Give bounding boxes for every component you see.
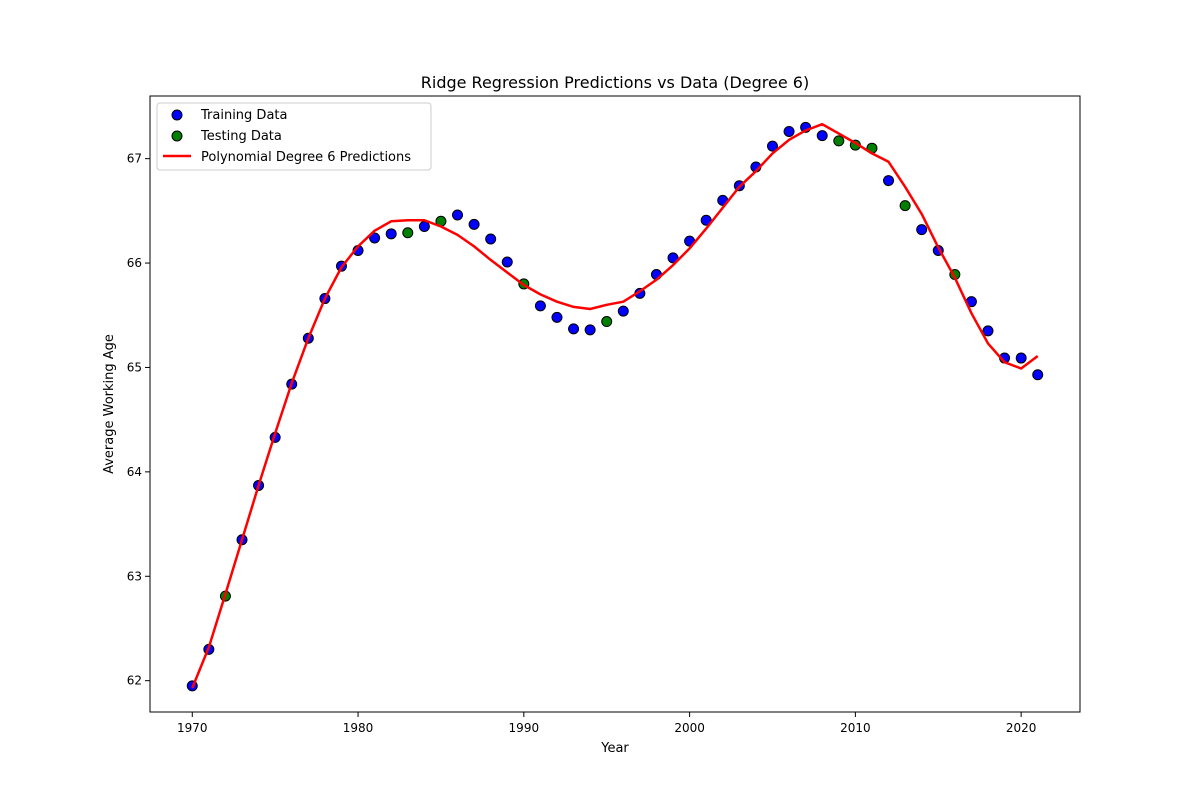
training-point [982,325,994,337]
x-tick-label: 1990 [509,721,540,735]
training-point [568,323,580,335]
training-point [1032,369,1044,381]
training-point [1015,352,1027,364]
prediction-line [191,122,1039,689]
x-axis-ticks: 1970 1980 1990 2000 2010 2020 [177,712,1036,735]
testing-point [899,200,911,212]
training-point [468,218,480,230]
x-axis-label: Year [600,741,629,756]
legend-marker-training [171,109,183,121]
series-testing-points [219,135,961,602]
series-prediction-line [191,122,1039,689]
training-point [700,214,712,226]
training-point [883,175,895,187]
y-tick-label: 62 [127,674,142,688]
legend-box [156,102,432,171]
training-point [418,221,430,233]
y-axis-ticks: 62 63 64 65 66 67 [127,152,150,688]
training-point [916,224,928,236]
training-point [501,256,513,268]
training-point [534,300,546,312]
legend-label-predictions: Polynomial Degree 6 Predictions [201,150,411,165]
y-axis-label: Average Working Age [102,334,117,474]
plot-area-frame [149,95,1081,713]
training-point [783,126,795,137]
training-point [485,233,497,245]
legend-marker-testing [171,130,183,142]
y-tick-label: 66 [127,256,142,270]
training-point [816,130,828,142]
legend: Training Data Testing Data Polynomial De… [156,102,432,171]
testing-point [601,316,613,328]
x-tick-label: 2010 [840,721,871,735]
x-tick-label: 2020 [1006,721,1037,735]
training-point [667,252,679,264]
training-point [766,140,778,152]
series-layer [186,121,1044,692]
legend-label-testing: Testing Data [200,129,282,144]
y-tick-label: 65 [127,360,142,374]
training-point [385,228,397,240]
training-point [617,305,629,317]
legend-label-training: Training Data [200,108,287,123]
training-point [584,324,596,336]
training-point [369,232,381,244]
testing-point [833,135,845,147]
x-tick-label: 1980 [343,721,374,735]
y-tick-label: 67 [127,152,142,166]
training-point [551,311,563,323]
y-tick-label: 63 [127,569,142,583]
chart-title: Ridge Regression Predictions vs Data (De… [421,73,809,92]
testing-point [402,227,414,239]
training-point [452,209,464,221]
y-tick-label: 64 [127,465,142,479]
x-tick-label: 2000 [674,721,705,735]
x-tick-label: 1970 [177,721,208,735]
